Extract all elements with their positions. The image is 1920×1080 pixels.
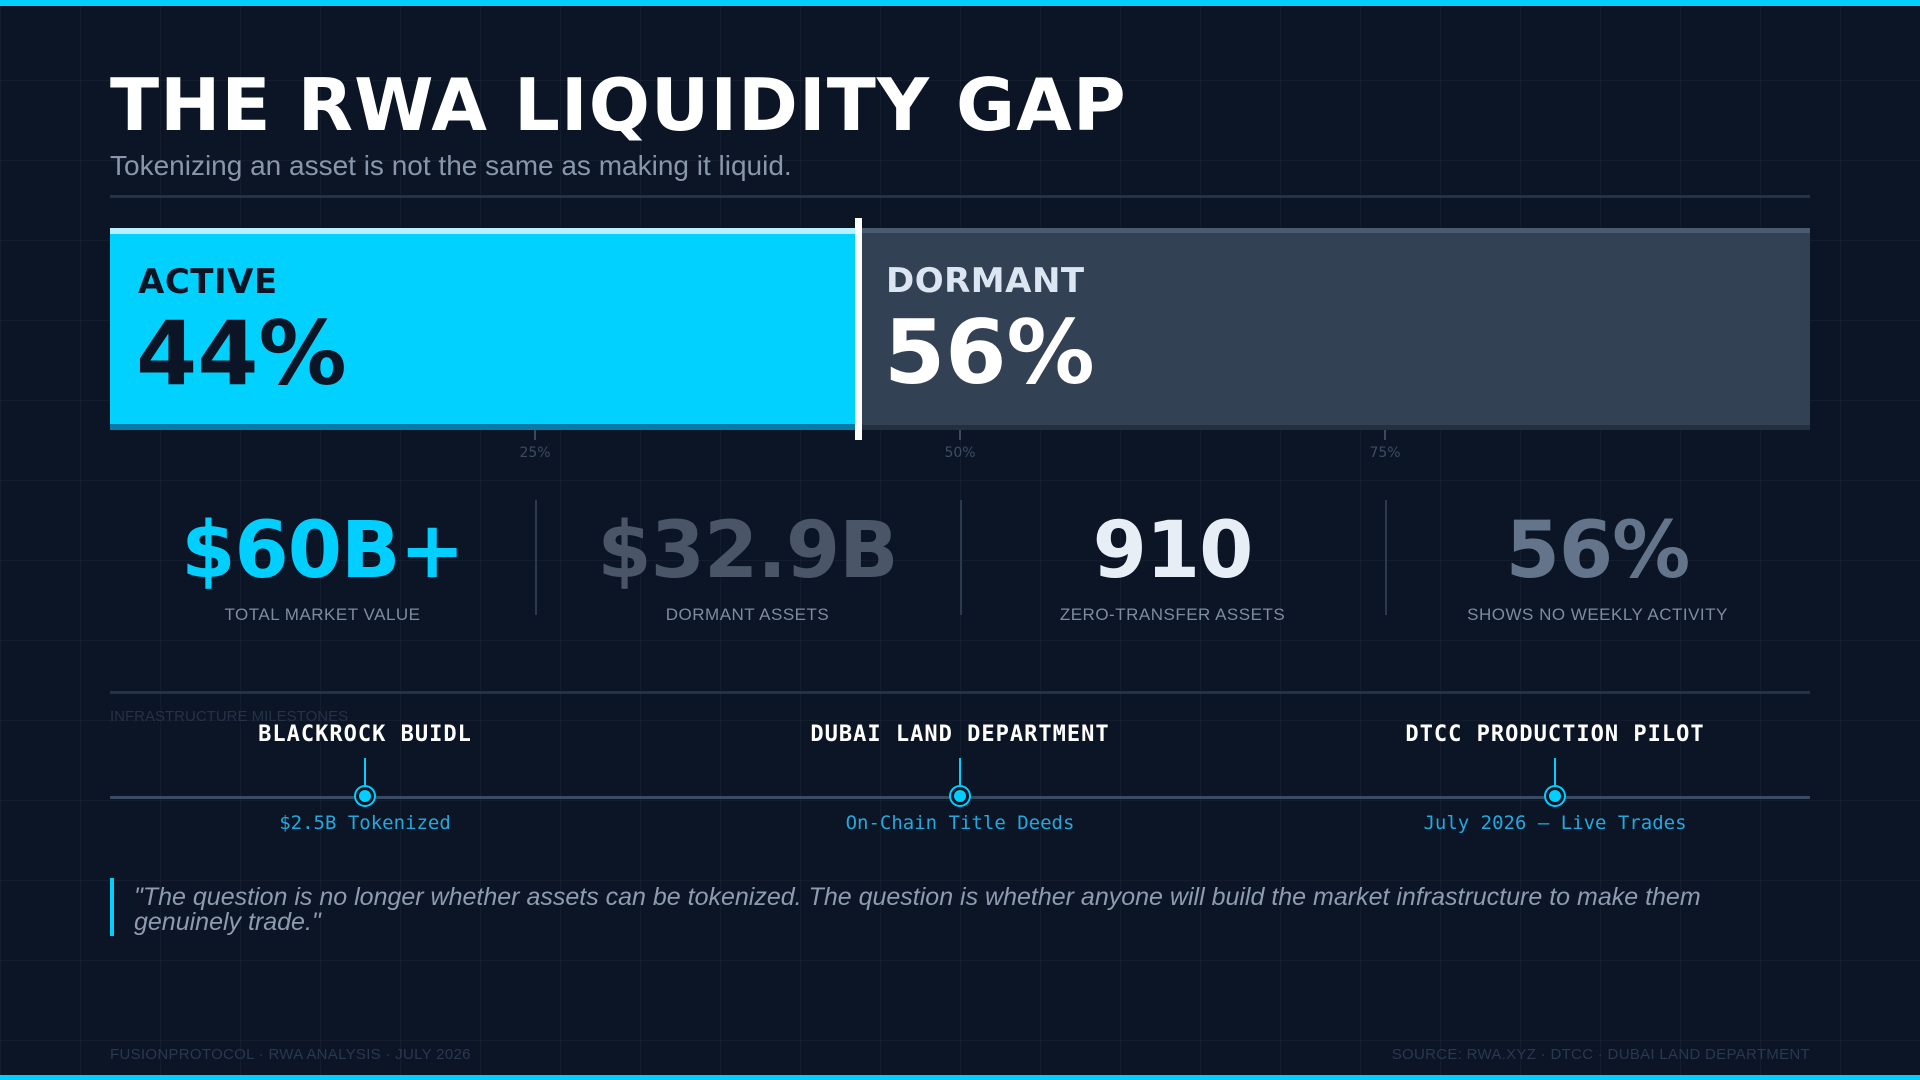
- milestone-dot: [356, 787, 374, 805]
- milestone-dot: [951, 787, 969, 805]
- milestone-stem: [364, 758, 366, 790]
- segment-divider: [855, 218, 862, 440]
- page-subtitle: Tokenizing an asset is not the same as m…: [110, 150, 792, 181]
- axis-tick-label: 25%: [519, 445, 551, 461]
- stat-label: SHOWS NO WEEKLY ACTIVITY: [1467, 605, 1728, 624]
- dormant-value: 56%: [884, 301, 1095, 404]
- axis-tick-label: 50%: [944, 445, 976, 461]
- milestone-detail: $2.5B Tokenized: [279, 812, 451, 834]
- footer-credit: FUSIONPROTOCOL · RWA ANALYSIS · JULY 202…: [110, 1046, 471, 1063]
- stat-separator: [535, 500, 537, 615]
- stat-value: $32.9B: [597, 506, 898, 596]
- stat-zero-transfer-assets: 910 ZERO-TRANSFER ASSETS: [960, 505, 1385, 625]
- stat-no-weekly-activity: 56% SHOWS NO WEEKLY ACTIVITY: [1385, 505, 1810, 625]
- stat-total-market-value: $60B+ TOTAL MARKET VALUE: [110, 505, 535, 625]
- axis-tick-label: 75%: [1369, 445, 1401, 461]
- stat-dormant-assets: $32.9B DORMANT ASSETS: [535, 505, 960, 625]
- axis-tick: [534, 430, 536, 440]
- pull-quote: "The question is no longer whether asset…: [134, 883, 1701, 936]
- milestones-divider: [110, 691, 1810, 694]
- milestone-stem: [959, 758, 961, 790]
- page-title: THE RWA LIQUIDITY GAP: [110, 63, 1127, 147]
- active-value: 44%: [136, 302, 347, 405]
- milestone-stem: [1554, 758, 1556, 790]
- stat-value: $60B+: [181, 506, 465, 596]
- footer-source: SOURCE: RWA.XYZ · DTCC · DUBAI LAND DEPA…: [1391, 1046, 1810, 1063]
- stat-separator: [960, 500, 962, 615]
- quote-accent-bar: [110, 878, 114, 936]
- stat-separator: [1385, 500, 1387, 615]
- header-divider: [110, 195, 1810, 198]
- axis-tick: [1384, 430, 1386, 440]
- milestone-detail: July 2026 — Live Trades: [1423, 812, 1687, 834]
- dormant-label: DORMANT: [886, 261, 1085, 301]
- milestone-name: DTCC PRODUCTION PILOT: [1405, 722, 1705, 747]
- stat-value: 910: [1092, 506, 1254, 596]
- top-accent-bar: [0, 0, 1920, 6]
- liquidity-bar: ACTIVE 44% DORMANT 56%: [110, 218, 1810, 440]
- active-segment: ACTIVE 44%: [110, 228, 858, 430]
- milestone-name: BLACKROCK BUIDL: [258, 722, 472, 747]
- milestone-detail: On-Chain Title Deeds: [845, 812, 1075, 834]
- stat-value: 56%: [1505, 506, 1691, 596]
- milestone-name: DUBAI LAND DEPARTMENT: [810, 722, 1110, 747]
- milestones-caption: INFRASTRUCTURE MILESTONES: [110, 708, 349, 725]
- axis-tick: [959, 430, 961, 440]
- milestone-dot: [1546, 787, 1564, 805]
- stat-label: DORMANT ASSETS: [665, 605, 830, 624]
- bottom-accent-bar: [0, 1075, 1920, 1080]
- active-label: ACTIVE: [138, 262, 278, 302]
- stat-label: ZERO-TRANSFER ASSETS: [1059, 605, 1286, 624]
- stat-label: TOTAL MARKET VALUE: [224, 605, 421, 624]
- dormant-segment: DORMANT 56%: [858, 228, 1810, 430]
